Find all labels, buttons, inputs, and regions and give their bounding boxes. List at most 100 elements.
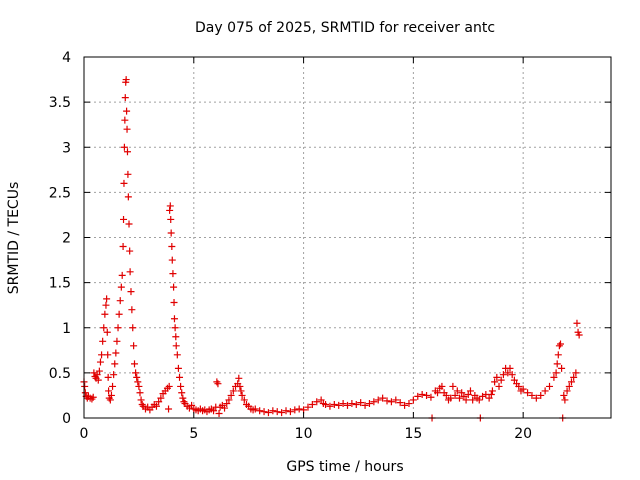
data-point <box>93 371 101 379</box>
data-point <box>546 382 554 390</box>
data-point <box>264 409 272 417</box>
data-point <box>291 406 299 414</box>
data-point <box>166 202 174 210</box>
data-point <box>269 407 277 415</box>
data-point <box>361 401 369 409</box>
data-point <box>129 324 137 332</box>
data-point <box>111 360 119 368</box>
data-point <box>188 401 196 409</box>
data-point <box>282 407 290 415</box>
data-point <box>561 396 569 404</box>
data-point <box>236 382 244 390</box>
data-point <box>95 367 103 375</box>
data-point <box>133 373 141 381</box>
data-point <box>466 387 474 395</box>
data-point <box>330 400 338 408</box>
chart-title: Day 075 of 2025, SRMTID for receiver ant… <box>195 20 495 36</box>
data-point <box>295 405 303 413</box>
data-point <box>497 376 505 384</box>
data-point <box>104 351 112 359</box>
data-point <box>240 396 248 404</box>
data-point <box>176 373 184 381</box>
data-point <box>379 394 387 402</box>
data-point <box>575 331 583 339</box>
data-point <box>109 382 117 390</box>
data-point <box>558 364 566 372</box>
data-point <box>172 342 180 350</box>
data-point <box>180 398 188 406</box>
data-point <box>524 389 532 397</box>
data-point <box>374 396 382 404</box>
data-point <box>120 143 128 151</box>
data-point <box>155 398 163 406</box>
data-point <box>125 220 133 228</box>
data-point <box>344 401 351 409</box>
data-point <box>572 369 580 377</box>
data-point <box>105 387 113 395</box>
data-point <box>174 364 182 372</box>
data-point <box>227 391 235 399</box>
data-point <box>553 360 561 368</box>
data-point <box>405 400 413 408</box>
data-point <box>99 337 107 345</box>
data-point <box>81 382 89 390</box>
data-point <box>170 315 178 323</box>
data-point <box>124 170 132 178</box>
data-point <box>94 376 102 384</box>
data-point <box>123 107 131 115</box>
data-point <box>170 283 178 291</box>
data-point <box>173 351 181 359</box>
data-point <box>214 380 222 388</box>
data-point <box>116 297 124 305</box>
data-point <box>100 324 108 332</box>
data-point <box>213 378 221 386</box>
data-point <box>464 391 472 399</box>
data-point <box>114 324 122 332</box>
data-point <box>120 215 128 223</box>
data-point <box>122 76 130 84</box>
data-point <box>567 378 575 386</box>
data-point <box>488 387 496 395</box>
data-point <box>560 391 568 399</box>
x-tick-label: 10 <box>295 426 313 442</box>
data-point <box>135 382 143 390</box>
data-point <box>119 243 127 251</box>
data-point <box>110 371 118 379</box>
data-point <box>493 373 501 381</box>
data-point <box>223 400 231 408</box>
data-point <box>552 369 560 377</box>
data-point <box>510 376 518 384</box>
data-point <box>563 387 571 395</box>
data-point <box>423 391 431 399</box>
data-point <box>157 394 165 402</box>
data-point <box>550 373 558 381</box>
data-point <box>118 271 126 279</box>
data-point <box>499 371 507 379</box>
data-point <box>317 396 325 404</box>
data-point <box>113 337 121 345</box>
x-tick-label: 20 <box>514 426 532 442</box>
data-point <box>447 394 455 402</box>
data-point <box>137 396 145 404</box>
data-point <box>165 405 173 413</box>
data-point <box>178 389 186 397</box>
data-point <box>131 360 139 368</box>
data-point <box>565 382 573 390</box>
data-point <box>339 400 347 408</box>
data-point <box>495 382 503 390</box>
data-point <box>123 148 131 156</box>
data-point <box>414 392 422 400</box>
x-tick-label: 15 <box>404 426 422 442</box>
data-point <box>313 398 321 406</box>
y-tick-label: 1 <box>62 321 71 337</box>
data-point <box>273 408 281 416</box>
y-tick-label: 3 <box>62 140 71 156</box>
data-point <box>458 389 466 397</box>
data-point <box>278 409 286 417</box>
data-point <box>170 298 178 306</box>
data-point <box>370 398 378 406</box>
data-point <box>101 310 109 318</box>
x-tick-label: 0 <box>80 426 89 442</box>
data-point <box>460 392 468 400</box>
data-point <box>491 378 499 386</box>
